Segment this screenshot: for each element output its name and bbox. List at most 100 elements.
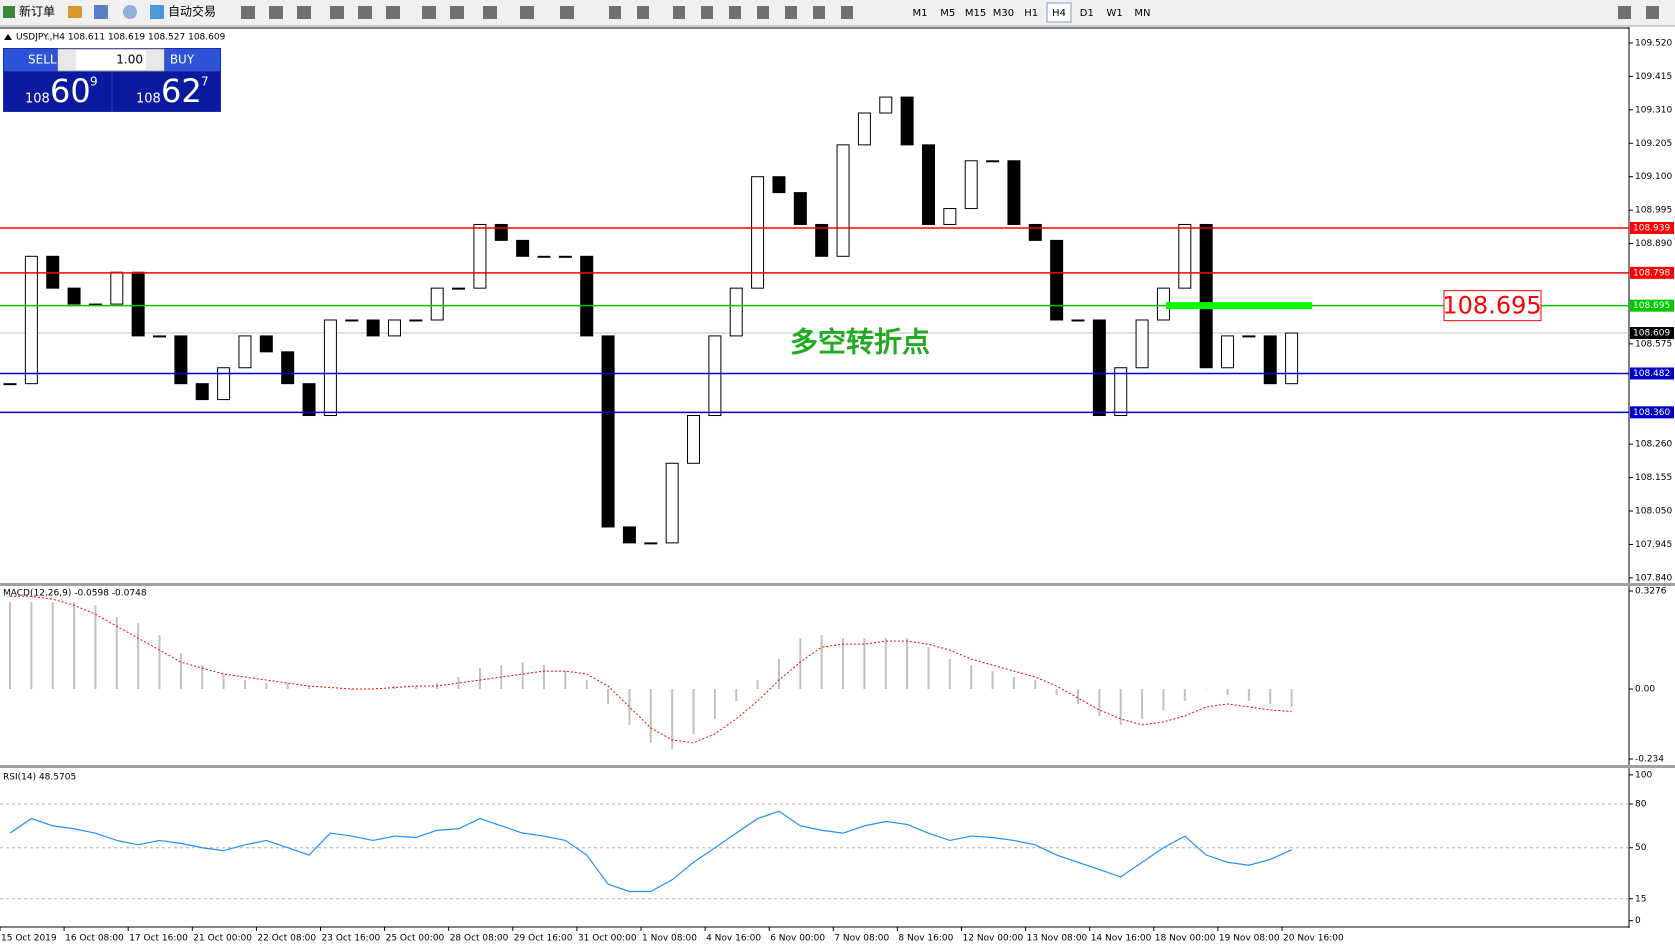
icon[interactable] (422, 6, 436, 19)
timeframe-button[interactable]: D1 (1080, 8, 1094, 19)
ask-main: 62 (161, 72, 202, 110)
lots-down[interactable] (58, 50, 76, 70)
bid-main: 60 (50, 72, 91, 110)
icon[interactable] (68, 6, 82, 18)
icon[interactable] (1646, 6, 1659, 19)
candle (387, 319, 401, 337)
x-tick-label: 4 Nov 16:00 (706, 934, 761, 944)
bid-big: 108 (25, 92, 50, 107)
x-tick-label: 22 Oct 08:00 (257, 934, 316, 944)
icon[interactable] (123, 5, 137, 19)
macd-bar (1012, 677, 1015, 690)
x-tick-label: 25 Oct 00:00 (386, 934, 445, 944)
rsi-line (9, 810, 1292, 893)
candle (687, 415, 701, 464)
macd-bar (1119, 689, 1122, 725)
auto-trading-button[interactable]: 自动交易 (168, 4, 216, 19)
macd-bar (820, 635, 823, 690)
candle (131, 271, 145, 337)
candle (153, 335, 167, 338)
candle (1285, 332, 1299, 385)
timeframe-button[interactable]: W1 (1106, 8, 1122, 19)
x-tick-label: 20 Nov 16:00 (1283, 934, 1344, 944)
rsi-title: RSI(14) 48.5705 (3, 773, 76, 783)
macd-bar (585, 680, 588, 690)
y-tick-label: 0.3276 (1635, 587, 1667, 597)
lots-up[interactable] (146, 50, 164, 70)
timeframe-button[interactable]: M30 (993, 8, 1014, 19)
y-tick-label: 109.415 (1635, 72, 1672, 82)
y-tick-label: 100 (1635, 770, 1652, 780)
icon[interactable] (358, 6, 372, 19)
timeframe-button[interactable]: M5 (940, 8, 955, 19)
candle (1178, 223, 1192, 289)
new-order-button[interactable]: 新订单 (19, 4, 55, 19)
search-icon[interactable] (1618, 6, 1631, 19)
y-tick-label: 0.00 (1635, 685, 1655, 695)
timeframe-button[interactable]: M15 (965, 8, 986, 19)
icon[interactable] (330, 6, 344, 19)
macd-bar (1269, 689, 1272, 704)
price-callout: 108.695 (1442, 292, 1541, 320)
y-tick-label: 109.310 (1635, 105, 1672, 115)
candle (857, 112, 871, 146)
icon[interactable] (813, 6, 825, 19)
icon[interactable] (673, 6, 685, 19)
new-order-icon[interactable] (3, 6, 15, 18)
timeframe-button[interactable]: H4 (1052, 8, 1066, 19)
collapse-arrow[interactable] (4, 34, 12, 40)
timeframe-button[interactable]: MN (1134, 8, 1150, 19)
y-tick-label: 109.100 (1635, 172, 1672, 182)
x-tick-label: 28 Oct 08:00 (450, 934, 509, 944)
timeframe-button[interactable]: H1 (1024, 8, 1038, 19)
candle (195, 383, 209, 401)
lots-value[interactable]: 1.00 (116, 53, 143, 67)
icon[interactable] (269, 6, 283, 19)
active-timeframe (1046, 2, 1072, 23)
icon[interactable] (386, 6, 400, 19)
sell-label[interactable]: SELL (28, 53, 57, 67)
candle (238, 335, 252, 369)
candle (622, 526, 636, 544)
macd-bar (1247, 689, 1250, 701)
x-tick-label: 14 Nov 16:00 (1091, 934, 1152, 944)
buy-label[interactable]: BUY (170, 53, 195, 67)
macd-bar (735, 689, 738, 701)
macd-bar (73, 602, 76, 690)
y-tick-label: -0.234 (1635, 755, 1664, 765)
macd-bar (777, 659, 780, 690)
candle (110, 271, 124, 305)
icon[interactable] (609, 6, 621, 19)
panel-divider (0, 765, 1675, 768)
icon[interactable] (701, 6, 713, 19)
macd-bar (9, 602, 11, 690)
macd-bar (457, 677, 460, 690)
macd-bar (308, 686, 311, 690)
macd-bar (51, 602, 54, 690)
icon[interactable] (450, 6, 464, 19)
x-tick-label: 15 Oct 2019 (1, 934, 57, 944)
macd-bar (927, 647, 930, 690)
y-tick-label: 109.205 (1635, 139, 1672, 149)
current-price-label: 108.609 (1633, 329, 1670, 339)
icon[interactable] (483, 6, 497, 19)
icon[interactable] (841, 6, 853, 19)
macd-bar (799, 638, 802, 690)
y-tick-label: 0 (1635, 916, 1641, 926)
candle (815, 223, 829, 257)
macd-bar (948, 659, 951, 690)
icon[interactable] (785, 6, 797, 19)
timeframe-button[interactable]: M1 (913, 8, 928, 19)
icon[interactable] (729, 6, 741, 19)
icon[interactable] (637, 6, 649, 19)
icon[interactable] (297, 6, 311, 19)
icon[interactable] (757, 6, 769, 19)
icon[interactable] (94, 5, 108, 19)
macd-bar (607, 689, 610, 704)
icon[interactable] (520, 6, 534, 19)
macd-bar (671, 689, 674, 749)
auto-trading-icon[interactable] (150, 5, 164, 19)
current-price-box (1630, 327, 1674, 340)
icon[interactable] (560, 6, 574, 19)
icon[interactable] (241, 6, 255, 19)
